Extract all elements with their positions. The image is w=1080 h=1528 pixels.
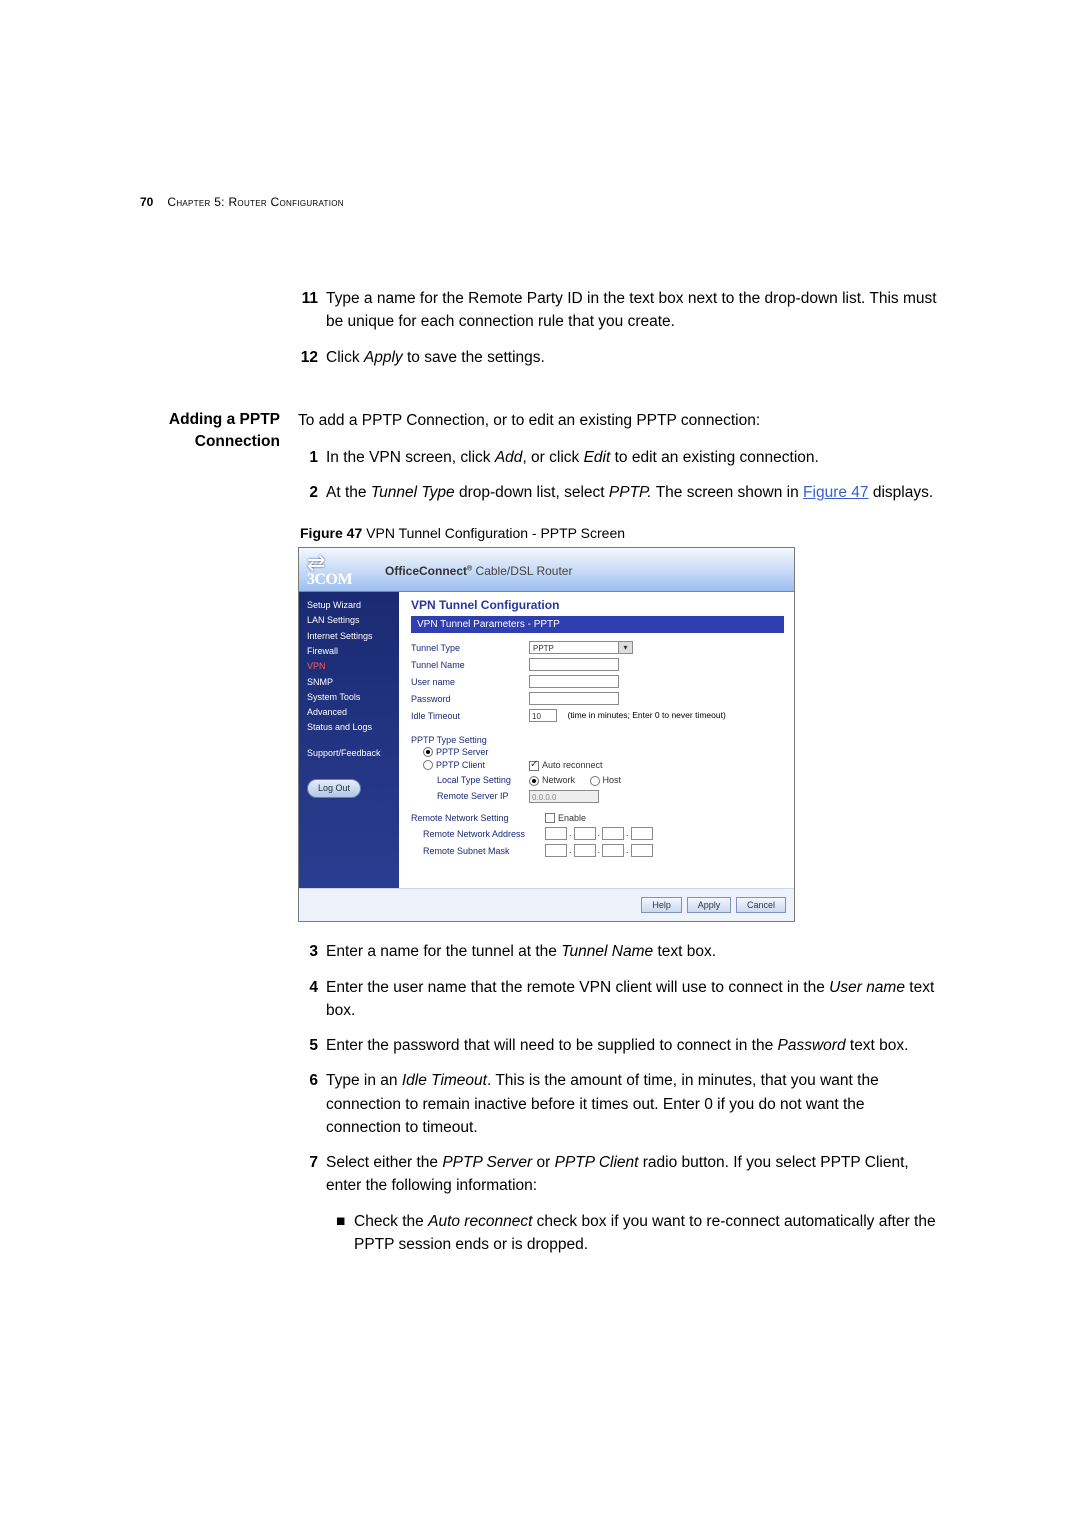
page-header: 70 Chapter 5: Router Configuration [140, 195, 940, 209]
nav-firewall[interactable]: Firewall [307, 644, 393, 659]
tunnel-type-label: Tunnel Type [411, 643, 529, 653]
host-radio[interactable] [590, 776, 600, 786]
step-text: Enter a name for the tunnel at the Tunne… [326, 940, 940, 963]
figure-reference-link[interactable]: Figure 47 [803, 484, 868, 501]
button-row: Help Apply Cancel [299, 888, 794, 921]
figure-caption: Figure 47 VPN Tunnel Configuration - PPT… [300, 525, 940, 541]
remote-network-address-label: Remote Network Address [423, 829, 545, 839]
password-label: Password [411, 694, 529, 704]
banner: ⇄ 3COM OfficeConnect® Cable/DSL Router [299, 548, 794, 593]
step-number: 3 [298, 940, 326, 963]
logout-button[interactable]: Log Out [307, 779, 361, 798]
page-number: 70 [140, 195, 153, 209]
section-intro: To add a PPTP Connection, or to edit an … [298, 409, 940, 432]
apply-button[interactable]: Apply [687, 897, 732, 913]
pptp-type-setting-label: PPTP Type Setting [411, 735, 784, 745]
bullet-icon: ■ [336, 1210, 354, 1257]
step-text: Click Apply to save the settings. [326, 346, 940, 369]
nav-vpn[interactable]: VPN [307, 659, 393, 674]
remote-subnet-mask-input[interactable]: ... [545, 844, 784, 857]
idle-timeout-note: (time in minutes; Enter 0 to never timeo… [568, 710, 726, 720]
sub-bullet-list: ■ Check the Auto reconnect check box if … [336, 1210, 940, 1257]
tunnel-type-select[interactable]: PPTP [529, 641, 619, 654]
cancel-button[interactable]: Cancel [736, 897, 786, 913]
tunnel-name-input[interactable] [529, 658, 619, 671]
main-panel: VPN Tunnel Configuration VPN Tunnel Para… [399, 592, 794, 888]
pptp-client-label: PPTP Client [436, 760, 485, 770]
step-number: 5 [298, 1034, 326, 1057]
nav-status-logs[interactable]: Status and Logs [307, 720, 393, 735]
panel-bar: VPN Tunnel Parameters - PPTP [411, 616, 784, 633]
auto-reconnect-checkbox[interactable] [529, 761, 539, 771]
screenshot-vpn-tunnel-config: ⇄ 3COM OfficeConnect® Cable/DSL Router S… [298, 547, 795, 923]
step-text: Type in an Idle Timeout. This is the amo… [326, 1069, 940, 1139]
pptp-server-radio[interactable] [423, 747, 433, 757]
auto-reconnect-label: Auto reconnect [542, 760, 603, 770]
panel-title: VPN Tunnel Configuration [411, 598, 784, 612]
pptp-server-label: PPTP Server [436, 747, 488, 757]
password-input[interactable] [529, 692, 619, 705]
remote-network-address-input[interactable]: ... [545, 827, 784, 840]
network-label: Network [542, 775, 575, 785]
nav-setup-wizard[interactable]: Setup Wizard [307, 598, 393, 613]
step-number: 2 [298, 481, 326, 504]
network-radio[interactable] [529, 776, 539, 786]
step-text: Type a name for the Remote Party ID in t… [326, 287, 940, 334]
step-number: 6 [298, 1069, 326, 1139]
idle-timeout-label: Idle Timeout [411, 711, 529, 721]
product-name: OfficeConnect® Cable/DSL Router [385, 564, 572, 578]
step-number: 12 [298, 346, 326, 369]
section-heading: Adding a PPTP Connection [140, 409, 280, 454]
tunnel-name-label: Tunnel Name [411, 660, 529, 670]
nav-lan-settings[interactable]: LAN Settings [307, 613, 393, 628]
nav-advanced[interactable]: Advanced [307, 705, 393, 720]
local-type-setting-label: Local Type Setting [423, 775, 529, 785]
step-text: Select either the PPTP Server or PPTP Cl… [326, 1151, 940, 1198]
nav-snmp[interactable]: SNMP [307, 675, 393, 690]
host-label: Host [603, 775, 622, 785]
pptp-client-radio[interactable] [423, 760, 433, 770]
logo-icon: ⇄ [307, 554, 377, 572]
idle-timeout-input[interactable]: 10 [529, 709, 557, 722]
remote-subnet-mask-label: Remote Subnet Mask [423, 846, 545, 856]
user-name-label: User name [411, 677, 529, 687]
remote-network-setting-label: Remote Network Setting [411, 813, 545, 823]
pptp-steps: 1 In the VPN screen, click Add, or click… [298, 446, 940, 505]
enable-label: Enable [558, 813, 586, 823]
step-text: Enter the password that will need to be … [326, 1034, 940, 1057]
step-number: 11 [298, 287, 326, 334]
nav-support-feedback[interactable]: Support/Feedback [307, 746, 393, 761]
sidebar-nav: Setup Wizard LAN Settings Internet Setti… [299, 592, 399, 888]
step-text: Enter the user name that the remote VPN … [326, 976, 940, 1023]
step-number: 7 [298, 1151, 326, 1198]
step-number: 4 [298, 976, 326, 1023]
step-number: 1 [298, 446, 326, 469]
logo-3com: ⇄ 3COM [307, 554, 385, 590]
remote-server-ip-label: Remote Server IP [423, 791, 529, 801]
help-button[interactable]: Help [641, 897, 682, 913]
step-text: In the VPN screen, click Add, or click E… [326, 446, 940, 469]
select-arrow-icon[interactable]: ▾ [619, 641, 633, 654]
pptp-steps-continued: 3 Enter a name for the tunnel at the Tun… [298, 940, 940, 1197]
user-name-input[interactable] [529, 675, 619, 688]
nav-system-tools[interactable]: System Tools [307, 690, 393, 705]
remote-server-ip-input[interactable]: 0.0.0.0 [529, 790, 599, 803]
steps-continuation: 11 Type a name for the Remote Party ID i… [298, 287, 940, 369]
enable-checkbox[interactable] [545, 813, 555, 823]
bullet-text: Check the Auto reconnect check box if yo… [354, 1210, 940, 1257]
step-text: At the Tunnel Type drop-down list, selec… [326, 481, 940, 504]
nav-internet-settings[interactable]: Internet Settings [307, 629, 393, 644]
chapter-label: Chapter 5: Router Configuration [167, 195, 344, 209]
